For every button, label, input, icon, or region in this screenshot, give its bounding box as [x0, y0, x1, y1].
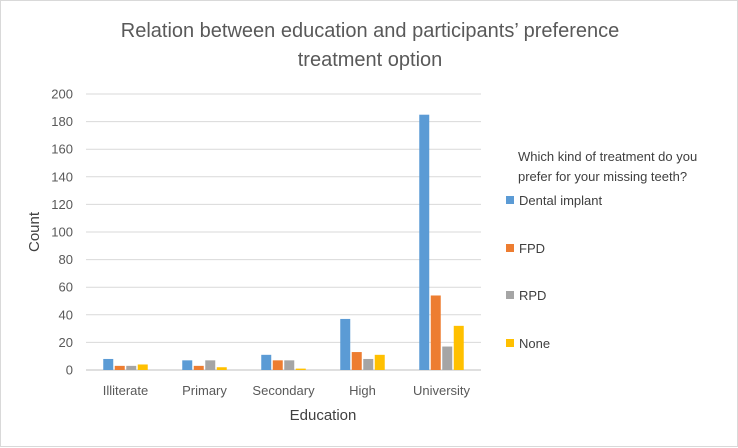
x-tick-label: Illiterate — [103, 383, 149, 398]
bar-rpd — [205, 360, 216, 370]
y-tick-labels: 0 20 40 60 80 100 120 140 160 180 200 — [51, 87, 73, 378]
chart-title-line1: Relation between education and participa… — [121, 20, 619, 42]
y-tick-label: 100 — [51, 225, 73, 240]
x-tick-label: Secondary — [252, 383, 315, 398]
legend-entry: RPD — [519, 288, 546, 303]
x-tick-label: High — [349, 383, 376, 398]
y-tick-label: 180 — [51, 114, 73, 129]
bar-dental-implant — [419, 114, 430, 370]
legend-title-line1: Which kind of treatment do you — [518, 149, 697, 164]
bar-fpd — [351, 352, 362, 370]
bar-fpd — [430, 295, 441, 370]
legend-title-line2: prefer for your missing teeth? — [518, 169, 687, 184]
bar-rpd — [442, 346, 453, 370]
legend-swatch — [506, 291, 514, 299]
bar-rpd — [126, 365, 137, 370]
legend-swatch — [506, 196, 514, 204]
bar-rpd — [284, 360, 295, 370]
y-tick-label: 80 — [59, 252, 73, 267]
bar-none — [374, 354, 385, 370]
legend-entry: None — [519, 336, 550, 351]
x-tick-labels: Illiterate Primary Secondary High University — [103, 383, 471, 398]
bar-dental-implant — [340, 318, 351, 370]
bar-fpd — [193, 365, 204, 370]
chart-title-line2: treatment option — [298, 49, 443, 71]
bar-none — [216, 367, 227, 370]
y-tick-label: 160 — [51, 142, 73, 157]
y-tick-label: 60 — [59, 280, 73, 295]
bar-rpd — [363, 358, 374, 370]
gridlines — [86, 93, 481, 371]
y-tick-label: 0 — [66, 363, 73, 378]
y-tick-label: 40 — [59, 307, 73, 322]
legend-entry: Dental implant — [519, 193, 602, 208]
bar-none — [453, 325, 464, 370]
y-tick-label: 140 — [51, 169, 73, 184]
bar-none — [137, 364, 148, 370]
bar-dental-implant — [261, 354, 272, 370]
x-axis-label: Education — [290, 407, 357, 424]
legend-swatch — [506, 339, 514, 347]
y-tick-label: 120 — [51, 197, 73, 212]
bar-none — [295, 368, 306, 370]
x-tick-label: Primary — [182, 383, 227, 398]
bar-fpd — [272, 360, 283, 370]
y-tick-label: 20 — [59, 335, 73, 350]
y-axis-label: Count — [26, 211, 43, 252]
x-tick-label: University — [413, 383, 471, 398]
legend: Which kind of treatment do you prefer fo… — [506, 149, 697, 351]
bar-dental-implant — [182, 360, 193, 370]
bar-fpd — [114, 365, 125, 370]
legend-entry: FPD — [519, 241, 545, 256]
bars — [103, 114, 464, 370]
y-tick-label: 200 — [51, 87, 73, 102]
legend-swatch — [506, 244, 514, 252]
bar-dental-implant — [103, 358, 114, 370]
